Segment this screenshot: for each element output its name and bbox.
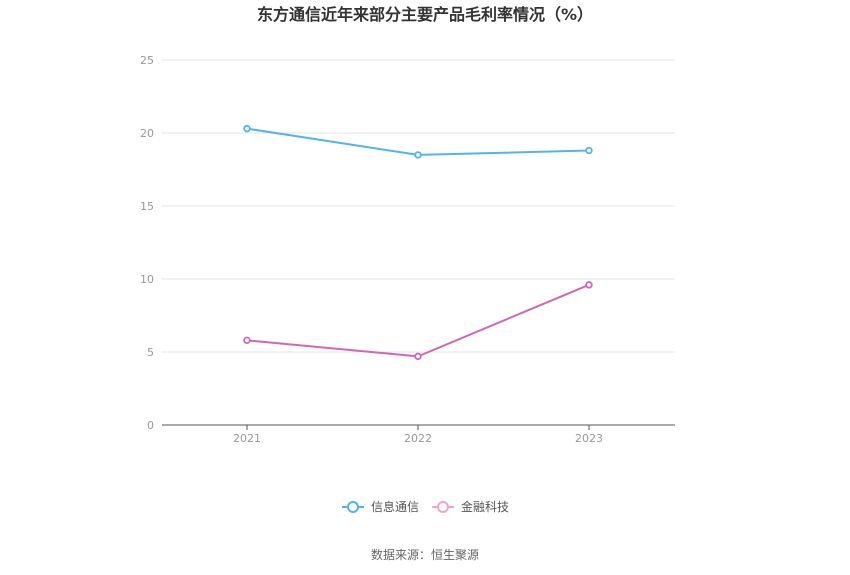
series-1-point-2023[interactable] [585, 146, 593, 155]
y-axis-tick-labels: 0 5 10 15 20 25 [140, 54, 154, 432]
series-2-line [246, 283, 590, 358]
grid-lines [162, 59, 675, 353]
series-2 [243, 281, 593, 361]
source-note: 数据来源：恒生聚源 [371, 547, 479, 562]
series-1 [243, 124, 593, 159]
series-2-point-2022[interactable] [414, 352, 422, 361]
legend-item-xinxi[interactable]: 信息通信 [342, 499, 419, 514]
x-tick-label-2022: 2022 [404, 432, 432, 445]
series-1-point-2022[interactable] [414, 151, 422, 159]
legend: 信息通信 金融科技 [342, 499, 509, 514]
x-tick-label-2023: 2023 [575, 432, 603, 445]
series-2-point-2023[interactable] [585, 281, 593, 289]
y-tick-label-0: 0 [147, 419, 154, 432]
x-axis-tick-labels: 2021 2022 2023 [233, 432, 603, 445]
x-tick-label-2021: 2021 [233, 432, 261, 445]
y-tick-label-20: 20 [140, 127, 154, 140]
series-2-point-2021[interactable] [243, 336, 251, 345]
y-tick-label-5: 5 [147, 346, 154, 359]
legend-marker-xinxi [347, 501, 359, 513]
y-tick-label-25: 25 [140, 54, 154, 67]
series-1-point-2021[interactable] [243, 124, 251, 133]
legend-item-jinrong[interactable]: 金融科技 [432, 499, 509, 514]
y-tick-label-15: 15 [140, 200, 154, 213]
legend-label-xinxi: 信息通信 [371, 499, 419, 514]
legend-marker-jinrong [437, 501, 449, 513]
chart-title: 东方通信近年来部分主要产品毛利率情况（%） [257, 5, 593, 24]
y-tick-label-10: 10 [140, 273, 154, 286]
series-lines [243, 124, 593, 361]
legend-label-jinrong: 金融科技 [461, 499, 509, 514]
x-axis [162, 424, 675, 430]
